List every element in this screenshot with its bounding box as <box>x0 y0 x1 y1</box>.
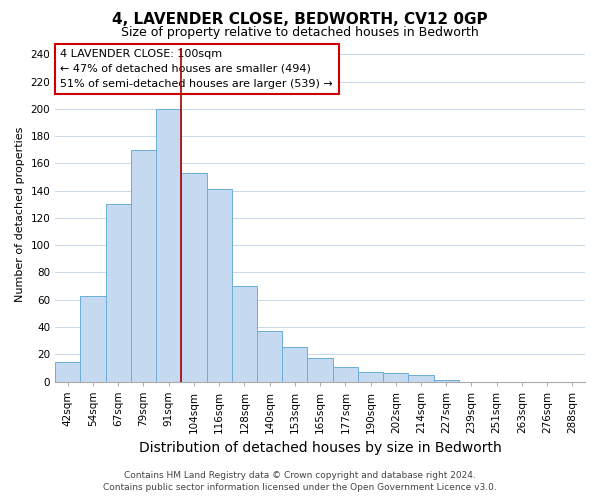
Bar <box>80 296 106 382</box>
Bar <box>131 150 156 382</box>
X-axis label: Distribution of detached houses by size in Bedworth: Distribution of detached houses by size … <box>139 441 502 455</box>
Bar <box>156 109 181 382</box>
Text: Contains HM Land Registry data © Crown copyright and database right 2024.
Contai: Contains HM Land Registry data © Crown c… <box>103 471 497 492</box>
Bar <box>282 348 307 382</box>
Bar <box>257 331 282 382</box>
Bar <box>409 374 434 382</box>
Bar <box>307 358 332 382</box>
Bar <box>206 190 232 382</box>
Bar <box>106 204 131 382</box>
Text: Size of property relative to detached houses in Bedworth: Size of property relative to detached ho… <box>121 26 479 39</box>
Text: 4, LAVENDER CLOSE, BEDWORTH, CV12 0GP: 4, LAVENDER CLOSE, BEDWORTH, CV12 0GP <box>112 12 488 28</box>
Bar <box>383 374 409 382</box>
Text: 4 LAVENDER CLOSE: 100sqm
← 47% of detached houses are smaller (494)
51% of semi-: 4 LAVENDER CLOSE: 100sqm ← 47% of detach… <box>61 49 333 89</box>
Bar <box>232 286 257 382</box>
Bar <box>434 380 459 382</box>
Bar <box>55 362 80 382</box>
Y-axis label: Number of detached properties: Number of detached properties <box>15 127 25 302</box>
Bar <box>181 173 206 382</box>
Bar <box>332 366 358 382</box>
Bar <box>358 372 383 382</box>
